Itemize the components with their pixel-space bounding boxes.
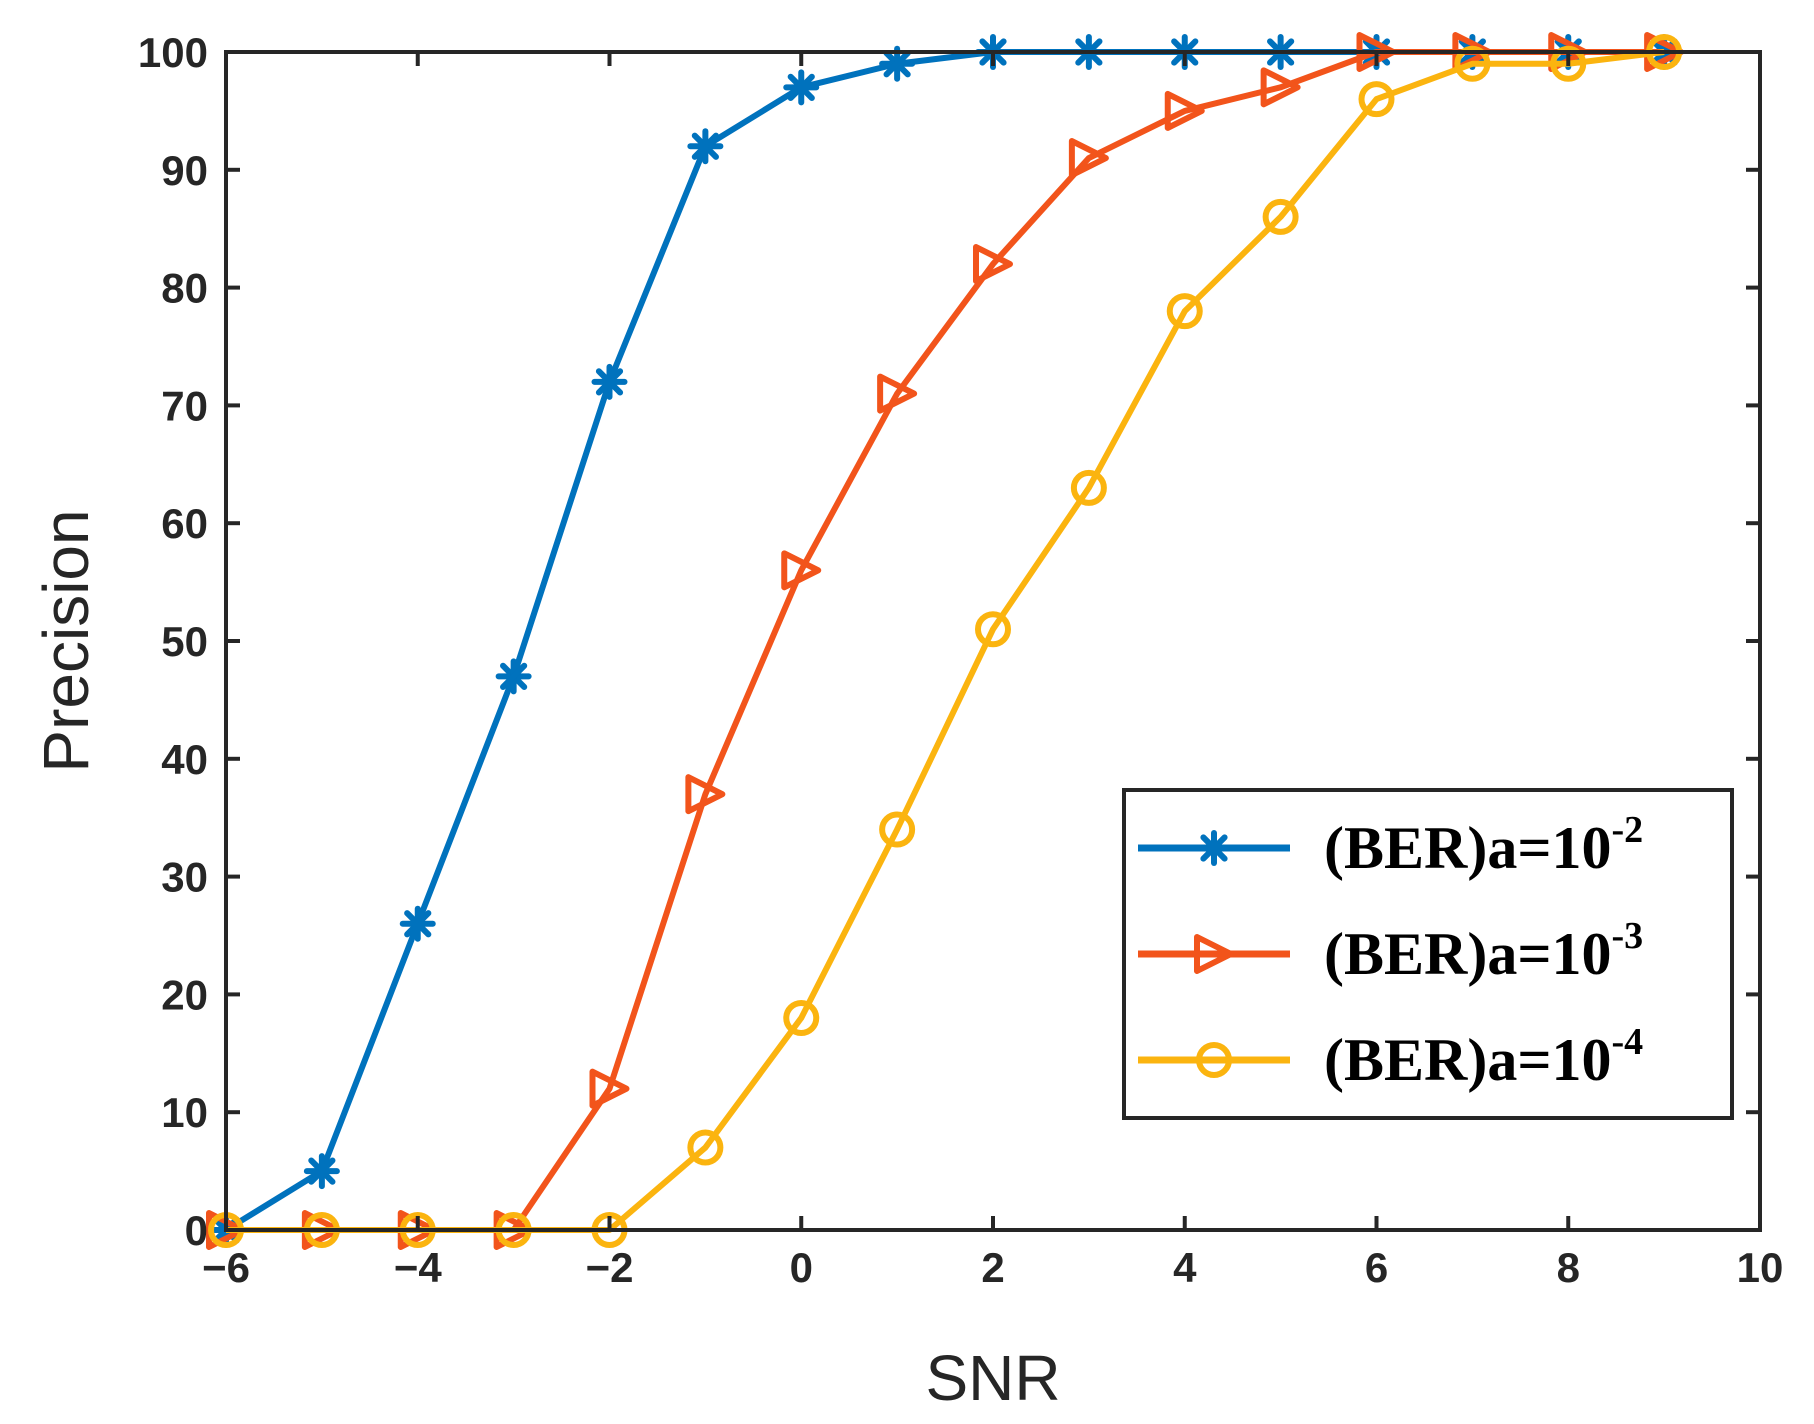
legend-label: (BER)a=10-2 bbox=[1324, 809, 1643, 881]
data-point bbox=[1260, 67, 1301, 108]
data-point bbox=[687, 1129, 724, 1166]
y-tick-label: 90 bbox=[161, 147, 208, 194]
legend-item: (BER)a=10-2 bbox=[1138, 809, 1643, 881]
legend-item: (BER)a=10-3 bbox=[1138, 915, 1643, 987]
legend-label: (BER)a=10-3 bbox=[1324, 915, 1643, 987]
data-point bbox=[1262, 198, 1299, 235]
legend: (BER)a=10-2 (BER)a=10-3 (BER)a=10-4 bbox=[1122, 788, 1734, 1120]
data-point bbox=[399, 905, 436, 942]
y-tick-label: 20 bbox=[161, 971, 208, 1018]
y-axis-title: Precision bbox=[30, 509, 102, 772]
legend-item: (BER)a=10-4 bbox=[1138, 1021, 1643, 1093]
x-tick-label: −2 bbox=[586, 1244, 634, 1291]
data-point bbox=[687, 128, 724, 165]
data-point bbox=[783, 999, 820, 1036]
data-point bbox=[973, 244, 1013, 285]
data-point bbox=[591, 363, 628, 400]
y-tick-label: 10 bbox=[161, 1089, 208, 1136]
y-tick-label: 30 bbox=[161, 854, 208, 901]
data-point bbox=[1166, 293, 1203, 330]
data-point bbox=[303, 1153, 340, 1190]
data-point bbox=[1454, 45, 1491, 82]
x-tick-label: −6 bbox=[202, 1244, 250, 1291]
data-point bbox=[495, 658, 532, 695]
x-axis-title: SNR bbox=[925, 1342, 1060, 1414]
data-point bbox=[1070, 469, 1107, 506]
data-point bbox=[685, 774, 726, 815]
x-tick-label: 4 bbox=[1173, 1244, 1197, 1291]
data-point bbox=[1358, 81, 1395, 118]
x-tick-label: 8 bbox=[1557, 1244, 1580, 1291]
legend-marker bbox=[1196, 830, 1232, 866]
x-tick-label: 10 bbox=[1737, 1244, 1784, 1291]
data-point bbox=[1068, 138, 1109, 179]
data-point bbox=[1164, 90, 1205, 131]
x-tick-label: 0 bbox=[790, 1244, 813, 1291]
data-point bbox=[879, 811, 916, 848]
data-point bbox=[589, 1068, 630, 1109]
y-tick-label: 40 bbox=[161, 736, 208, 783]
data-point bbox=[877, 373, 918, 414]
x-tick-label: −4 bbox=[394, 1244, 443, 1291]
y-tick-label: 80 bbox=[161, 265, 208, 312]
legend-marker bbox=[1194, 934, 1234, 974]
data-point bbox=[975, 611, 1011, 648]
y-tick-label: 60 bbox=[161, 500, 208, 547]
data-point bbox=[781, 550, 822, 591]
y-tick-label: 0 bbox=[185, 1207, 208, 1254]
legend-label: (BER)a=10-4 bbox=[1324, 1021, 1643, 1093]
y-tick-label: 100 bbox=[138, 29, 208, 76]
data-point bbox=[783, 69, 820, 106]
legend-marker bbox=[1196, 1042, 1232, 1078]
x-tick-label: 2 bbox=[981, 1244, 1004, 1291]
x-tick-label: 6 bbox=[1365, 1244, 1388, 1291]
data-point bbox=[1550, 45, 1587, 82]
y-tick-label: 70 bbox=[161, 382, 208, 429]
y-tick-label: 50 bbox=[161, 618, 208, 665]
